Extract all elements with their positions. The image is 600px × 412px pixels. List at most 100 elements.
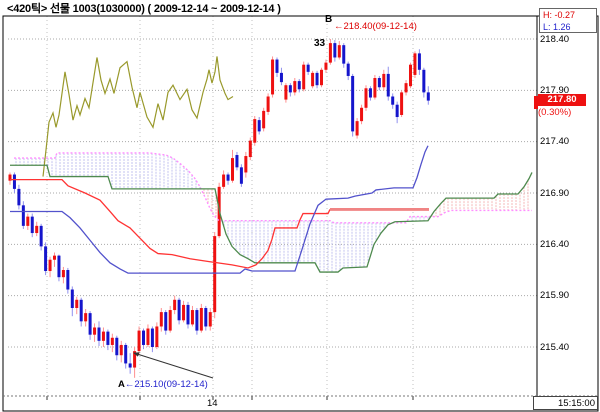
high-low-box: H: -0.27 L: 1.26 — [539, 8, 597, 33]
candle-body — [75, 299, 79, 308]
candle-body — [17, 188, 21, 206]
candle-body — [177, 299, 181, 321]
candle-body — [231, 158, 234, 181]
candle-body — [293, 81, 297, 93]
candle-body — [351, 75, 355, 132]
candle-body — [128, 363, 132, 368]
candle-body — [244, 156, 248, 173]
candle-body — [168, 310, 172, 331]
current-price-badge: 217.80 — [538, 94, 586, 106]
candle-body — [57, 255, 61, 278]
candle-body — [355, 121, 359, 136]
candle-body — [373, 78, 377, 98]
candle-body — [79, 299, 83, 322]
candle-body — [284, 85, 288, 100]
candle-body — [53, 255, 56, 260]
candle-body — [422, 69, 426, 93]
candle-body — [253, 119, 257, 143]
candle-body — [213, 236, 217, 313]
high-change-value: H: -0.27 — [543, 10, 576, 20]
candle-body — [279, 72, 283, 83]
candle-body — [12, 174, 16, 189]
candle-body — [84, 313, 88, 322]
candle-body — [377, 78, 381, 88]
candle-body — [235, 155, 239, 168]
candle-body — [400, 92, 404, 115]
candle-body — [306, 64, 310, 72]
candle-body — [61, 270, 65, 278]
candle-body — [21, 205, 25, 226]
candle-body — [409, 64, 412, 87]
kijun-line-blue — [10, 145, 429, 274]
candle-body — [35, 225, 39, 234]
low-point-arrow — [133, 352, 214, 379]
candle-body — [173, 299, 177, 311]
candle-body — [124, 344, 128, 364]
candle-body — [48, 259, 52, 272]
candle-body — [159, 312, 163, 327]
candle-body — [413, 53, 417, 75]
chart-outer-border — [2, 15, 599, 412]
candle-body — [30, 216, 34, 234]
candle-body — [150, 328, 154, 348]
candle-body — [208, 312, 212, 327]
y-axis-tick-label: 217.40 — [540, 136, 570, 148]
candle-body — [97, 327, 101, 341]
candle-body — [226, 174, 230, 181]
candle-body — [204, 307, 208, 327]
candle-body — [266, 96, 270, 112]
candle-body — [360, 107, 364, 122]
candle-body — [8, 174, 12, 181]
candle-body — [222, 174, 226, 187]
x-axis-day-label: 14 — [207, 398, 218, 409]
candle-body — [302, 64, 306, 90]
candle-body — [275, 59, 279, 73]
y-axis-tick-label: 216.90 — [540, 187, 570, 199]
candle-body — [382, 73, 386, 88]
candle-body — [182, 304, 186, 321]
candle-body — [337, 45, 341, 58]
session-time-box: 15:15:00 — [533, 396, 598, 410]
candle-body — [262, 110, 266, 129]
low-change-value: L: 1.26 — [543, 22, 571, 32]
candle-body — [195, 310, 199, 331]
candle-body — [93, 327, 97, 335]
y-axis-tick-label: 215.40 — [540, 341, 570, 353]
candle-body — [320, 69, 323, 86]
low-point-marker-a: A — [118, 379, 125, 390]
candle-body — [395, 104, 399, 118]
low-point-annotation-text: ←215.10(09-12-14) — [124, 379, 208, 390]
candle-body — [142, 330, 145, 345]
candle-body — [155, 326, 159, 348]
ichimoku-span-a-pink — [14, 152, 532, 224]
candle-body — [328, 43, 332, 63]
candle-body — [110, 337, 114, 345]
candle-body — [288, 85, 292, 93]
candle-body — [39, 225, 43, 247]
candle-body — [199, 307, 203, 331]
candle-body — [164, 312, 168, 331]
y-axis-tick-label: 215.90 — [540, 290, 570, 302]
candle-body — [364, 88, 368, 108]
candle-body — [311, 72, 315, 87]
ichimoku-span-b-green — [10, 164, 533, 273]
current-price-percent: (0.30%) — [538, 107, 572, 118]
candle-body — [404, 83, 408, 93]
candle-body — [391, 96, 395, 105]
candle-body — [248, 140, 252, 158]
prev-session-indicator-olive — [42, 56, 234, 177]
candle-body — [386, 73, 390, 97]
candle-body — [146, 328, 150, 345]
y-axis-tick-label: 218.40 — [540, 33, 570, 45]
candle-body — [115, 337, 119, 356]
candle-body — [297, 81, 301, 90]
candle-body — [333, 43, 337, 58]
candle-body — [186, 304, 190, 325]
candle-body — [137, 330, 141, 352]
candle-body — [271, 59, 275, 95]
candle-body — [101, 331, 105, 341]
candle-body — [106, 331, 110, 345]
candle-body — [26, 216, 30, 226]
